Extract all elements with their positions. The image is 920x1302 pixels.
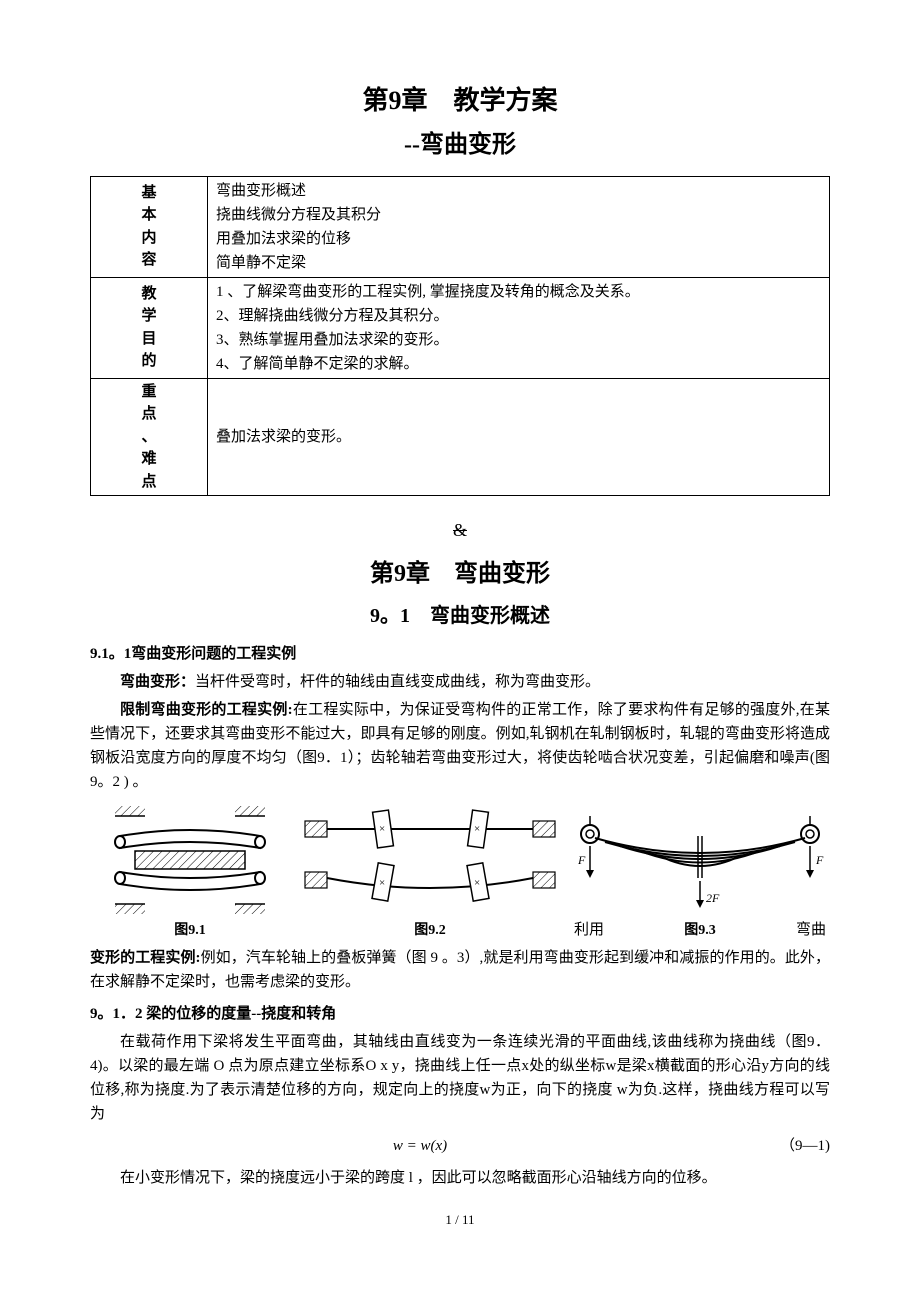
svg-text:F: F — [815, 853, 824, 867]
svg-text:×: × — [379, 823, 385, 835]
inline-text-before: 利用 — [574, 918, 604, 942]
heading-912: 9。1．2 梁的位移的度量--挠度和转角 — [90, 1002, 830, 1026]
list-item: 3、熟练掌握用叠加法求梁的变形。 — [216, 328, 821, 352]
paragraph: 限制弯曲变形的工程实例:在工程实际中，为保证受弯构件的正常工作，除了要求构件有足… — [90, 698, 830, 794]
figure-9-3: F F 2F 利用 图9.3 弯曲 — [570, 806, 830, 942]
equation-row: w = w(x) （9—1) — [90, 1134, 830, 1158]
paragraph-lead: 弯曲变形： — [120, 674, 195, 690]
figure-9-2: × × × × 图9.2 — [300, 806, 560, 942]
list-item: 用叠加法求梁的位移 — [216, 227, 821, 251]
svg-text:×: × — [474, 823, 480, 835]
paragraph-text: 例如，汽车轮轴上的叠板弹簧（图 9 。3）,就是利用弯曲变形起到缓冲和减振的作用… — [90, 950, 830, 990]
paragraph: 在小变形情况下，梁的挠度远小于梁的跨度 l ，因此可以忽略截面形心沿轴线方向的位… — [90, 1166, 830, 1190]
figure-label: 图9.2 — [300, 920, 560, 942]
figure-row: 图9.1 × × × — [90, 806, 830, 942]
paragraph: 变形的工程实例:例如，汽车轮轴上的叠板弹簧（图 9 。3）,就是利用弯曲变形起到… — [90, 946, 830, 994]
rolling-mill-diagram — [105, 806, 275, 916]
chapter-title: 第9章 教学方案 — [90, 80, 830, 122]
list-item: 1 、了解梁弯曲变形的工程实例, 掌握挠度及转角的概念及关系。 — [216, 280, 821, 304]
goal-cell: 1 、了解梁弯曲变形的工程实例, 掌握挠度及转角的概念及关系。 2、理解挠曲线微… — [208, 277, 830, 378]
subsection-title: 9。1 弯曲变形概述 — [90, 600, 830, 632]
basic-content-label: 基 本 内 容 — [91, 176, 208, 277]
list-item: 弯曲变形概述 — [216, 179, 821, 203]
hard-cell: 叠加法求梁的变形。 — [208, 378, 830, 496]
teaching-plan-table: 基 本 内 容 弯曲变形概述 挠曲线微分方程及其积分 用叠加法求梁的位移 简单静… — [90, 176, 830, 497]
table-row: 教 学 目 的 1 、了解梁弯曲变形的工程实例, 掌握挠度及转角的概念及关系。 … — [91, 277, 830, 378]
paragraph-lead: 限制弯曲变形的工程实例: — [120, 702, 293, 718]
list-item: 4、了解简单静不定梁的求解。 — [216, 352, 821, 376]
inline-text-after: 弯曲 — [796, 918, 826, 942]
section-title: 第9章 弯曲变形 — [90, 555, 830, 593]
figure-9-1: 图9.1 — [90, 806, 290, 942]
figure-label: 图9.3 — [684, 920, 716, 942]
chapter-subtitle: --弯曲变形 — [90, 126, 830, 164]
list-item: 简单静不定梁 — [216, 251, 821, 275]
paragraph-lead: 变形的工程实例: — [90, 950, 201, 966]
goal-label: 教 学 目 的 — [91, 277, 208, 378]
table-row: 重 点 、 难 点 叠加法求梁的变形。 — [91, 378, 830, 496]
equation-number: （9—1) — [750, 1134, 830, 1158]
paragraph: 在载荷作用下梁将发生平面弯曲，其轴线由直线变为一条连续光滑的平面曲线,该曲线称为… — [90, 1030, 830, 1126]
pagebreak-mark: & — [90, 516, 830, 545]
page-number: 1 / 11 — [90, 1210, 830, 1231]
leaf-spring-diagram: F F 2F — [570, 806, 830, 916]
figure-label: 图9.1 — [90, 920, 290, 942]
paragraph-text: 当杆件受弯时，杆件的轴线由直线变成曲线，称为弯曲变形。 — [195, 674, 600, 690]
heading-911: 9.1。1弯曲变形问题的工程实例 — [90, 642, 830, 666]
list-item: 2、理解挠曲线微分方程及其积分。 — [216, 304, 821, 328]
basic-content-cell: 弯曲变形概述 挠曲线微分方程及其积分 用叠加法求梁的位移 简单静不定梁 — [208, 176, 830, 277]
paragraph: 弯曲变形：当杆件受弯时，杆件的轴线由直线变成曲线，称为弯曲变形。 — [90, 670, 830, 694]
svg-text:F: F — [577, 853, 586, 867]
equation-text: w = w(x) — [90, 1134, 750, 1158]
svg-text:×: × — [474, 877, 480, 889]
gear-shaft-diagram: × × × × — [300, 806, 560, 916]
hard-label: 重 点 、 难 点 — [91, 378, 208, 496]
svg-text:×: × — [379, 877, 385, 889]
list-item: 挠曲线微分方程及其积分 — [216, 203, 821, 227]
table-row: 基 本 内 容 弯曲变形概述 挠曲线微分方程及其积分 用叠加法求梁的位移 简单静… — [91, 176, 830, 277]
svg-text:2F: 2F — [706, 891, 720, 905]
